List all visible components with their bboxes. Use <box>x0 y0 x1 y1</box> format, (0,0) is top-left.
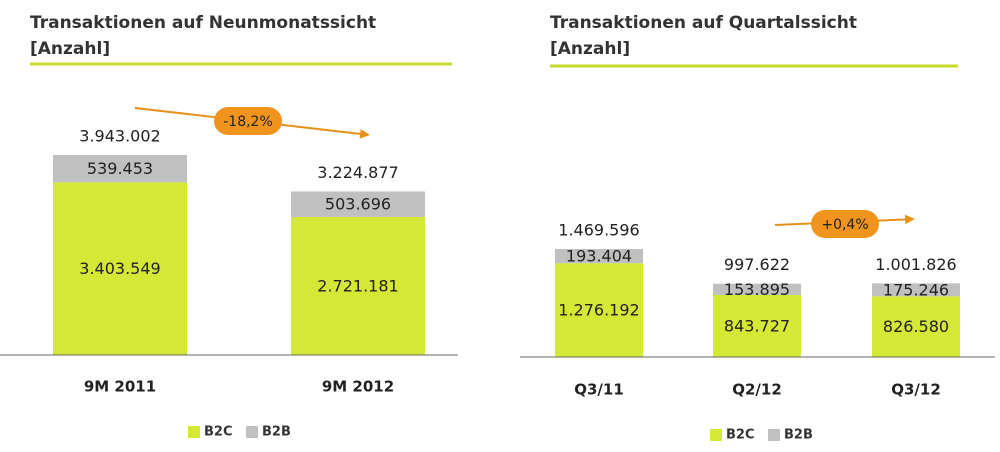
bar-segment <box>713 294 801 357</box>
x-tick-label: Q3/12 <box>891 381 941 399</box>
bar-segment <box>291 216 425 355</box>
chart-title: Transaktionen auf Neunmonatssicht <box>30 13 376 33</box>
legend-swatch <box>710 429 722 441</box>
value-label: 175.246 <box>883 280 949 299</box>
annotation-pill <box>214 107 282 135</box>
bar-segment <box>53 182 187 355</box>
annotation: +0,4% <box>821 217 868 233</box>
total-label: 997.622 <box>724 255 790 274</box>
bar-segment <box>872 283 960 297</box>
bar-segment <box>291 191 425 217</box>
value-label: 3.403.549 <box>79 259 160 278</box>
arrow-head <box>359 129 370 139</box>
legend-swatch <box>768 429 780 441</box>
chart-title: Transaktionen auf Quartalssicht <box>550 13 857 33</box>
value-label: 193.404 <box>566 247 632 266</box>
annotation: -18,2% <box>223 114 273 130</box>
total-label: 1.469.596 <box>558 221 639 240</box>
annotation-pill <box>811 210 879 238</box>
value-label: 2.721.181 <box>317 276 398 295</box>
total-label: 1.001.826 <box>875 255 956 274</box>
legend-label: B2B <box>262 425 291 440</box>
bar-segment <box>53 155 187 183</box>
value-label: 843.727 <box>724 316 790 335</box>
legend-swatch <box>246 426 258 438</box>
x-tick-label: 9M 2011 <box>84 378 156 396</box>
value-label: 503.696 <box>325 195 391 214</box>
value-label: 1.276.192 <box>558 301 639 320</box>
x-tick-label: Q3/11 <box>574 381 624 399</box>
bar-segment <box>713 283 801 295</box>
arrow-head <box>904 214 915 225</box>
value-label: 539.453 <box>87 159 153 178</box>
x-tick-label: Q2/12 <box>732 381 782 399</box>
x-tick-label: 9M 2012 <box>322 378 394 396</box>
bar-segment <box>555 249 643 264</box>
chart-subtitle: [Anzahl] <box>550 39 630 59</box>
bar-segment <box>555 263 643 357</box>
legend-label: B2B <box>784 428 813 443</box>
legend-label: B2C <box>204 425 233 440</box>
chart-subtitle: [Anzahl] <box>30 39 110 59</box>
value-label: 826.580 <box>883 317 949 336</box>
bar-segment <box>872 296 960 357</box>
legend-swatch <box>188 426 200 438</box>
total-label: 3.943.002 <box>79 127 160 146</box>
value-label: 153.895 <box>724 280 790 299</box>
total-label: 3.224.877 <box>317 163 398 182</box>
legend-label: B2C <box>726 428 755 443</box>
